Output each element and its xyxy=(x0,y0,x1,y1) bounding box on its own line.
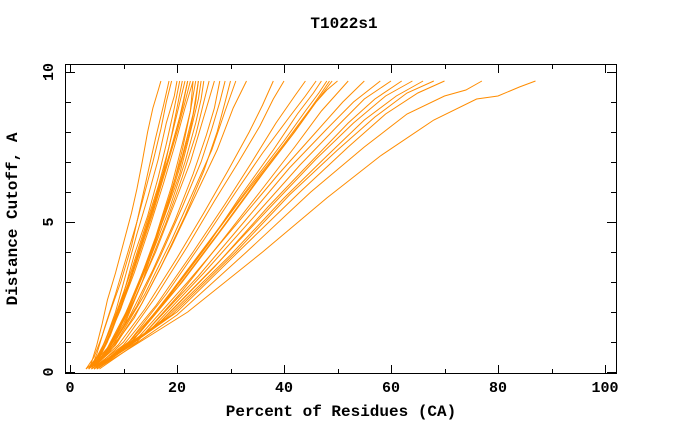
model-curve xyxy=(93,80,226,367)
model-curve xyxy=(90,80,173,368)
model-curve xyxy=(99,80,435,368)
model-curve xyxy=(93,80,247,367)
y-tick-label: 5 xyxy=(41,217,58,226)
model-curve xyxy=(91,80,221,367)
y-axis-label: Distance Cutoff, A xyxy=(4,132,22,305)
model-curve xyxy=(91,80,306,370)
model-curve xyxy=(96,80,402,370)
model-curve xyxy=(88,80,162,370)
x-tick-label: 60 xyxy=(382,380,400,397)
model-curve xyxy=(91,80,330,370)
model-curve xyxy=(96,80,328,368)
model-curve xyxy=(96,80,392,368)
model-curve xyxy=(85,80,183,370)
x-tick-label: 20 xyxy=(168,380,186,397)
model-curve xyxy=(99,80,413,368)
model-curve xyxy=(91,80,202,367)
model-curve xyxy=(96,80,424,370)
model-curve xyxy=(93,80,381,370)
model-curve xyxy=(93,80,338,370)
model-curve xyxy=(96,80,365,368)
y-tick-label: 0 xyxy=(41,367,58,376)
model-curve xyxy=(96,80,237,365)
plot-frame xyxy=(65,64,617,374)
model-curve xyxy=(85,80,170,370)
y-tick-label: 10 xyxy=(41,63,58,81)
model-curves xyxy=(85,80,536,370)
x-tick-label: 0 xyxy=(65,380,74,397)
x-tick-label: 100 xyxy=(591,380,618,397)
model-curve xyxy=(96,80,445,370)
x-tick-label: 80 xyxy=(489,380,507,397)
model-curve xyxy=(99,80,483,370)
axes: 0 20 40 60 80 100 0 5 10 xyxy=(41,63,619,397)
chart-title: T1022s1 xyxy=(310,15,377,33)
x-tick-label: 40 xyxy=(275,380,293,397)
model-curve xyxy=(93,80,285,370)
model-curve xyxy=(91,80,274,370)
model-curve xyxy=(96,80,215,365)
model-curve xyxy=(91,80,197,368)
model-curve xyxy=(93,80,317,370)
x-axis-label: Percent of Residues (CA) xyxy=(226,403,456,421)
model-curve xyxy=(96,80,536,370)
model-curve xyxy=(93,80,205,367)
model-curve xyxy=(88,80,194,370)
